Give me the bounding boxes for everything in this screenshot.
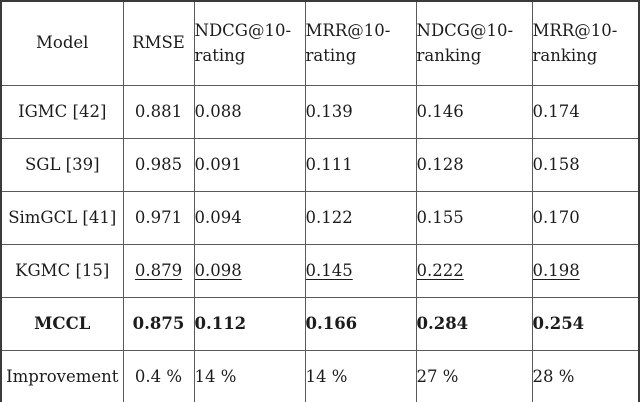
table-row-mccl: MCCL 0.875 0.112 0.166 0.284 0.254 — [0, 296, 640, 351]
ndcg-ranking-cell: 27 % — [415, 349, 533, 402]
header-cell-ndcg-rating: NDCG@10- rating — [193, 0, 306, 86]
rmse-cell: 0.879 — [122, 243, 195, 298]
model-cell: SimGCL [41] — [0, 190, 124, 245]
mrr-rating-cell: 0.166 — [304, 296, 417, 351]
table-row-igmc: IGMC [42] 0.881 0.088 0.139 0.146 0.174 — [0, 84, 640, 139]
rmse-cell: 0.971 — [122, 190, 195, 245]
rmse-cell: 0.985 — [122, 137, 195, 192]
table-row-kgmc: KGMC [15] 0.879 0.098 0.145 0.222 0.198 — [0, 243, 640, 298]
ndcg-rating-cell: 14 % — [193, 349, 306, 402]
model-cell: KGMC [15] — [0, 243, 124, 298]
table-row-simgcl: SimGCL [41] 0.971 0.094 0.122 0.155 0.17… — [0, 190, 640, 245]
mrr-rating-cell: 0.145 — [304, 243, 417, 298]
ndcg-ranking-cell: 0.128 — [415, 137, 533, 192]
header-label: NDCG@10- rating — [194, 20, 292, 66]
table-row-improvement: Improvement 0.4 % 14 % 14 % 27 % 28 % — [0, 349, 640, 402]
ndcg-ranking-cell: 0.146 — [415, 84, 533, 139]
rmse-cell: 0.881 — [122, 84, 195, 139]
model-cell: Improvement — [0, 349, 124, 402]
header-label: Model — [36, 33, 89, 53]
ndcg-ranking-cell: 0.222 — [415, 243, 533, 298]
mrr-rating-cell: 0.122 — [304, 190, 417, 245]
mrr-rating-cell: 0.139 — [304, 84, 417, 139]
model-cell: IGMC [42] — [0, 84, 124, 139]
mrr-ranking-cell: 0.170 — [531, 190, 640, 245]
header-label: MRR@10- ranking — [532, 20, 618, 66]
model-cell: MCCL — [0, 296, 124, 351]
ndcg-rating-cell: 0.088 — [193, 84, 306, 139]
ndcg-rating-cell: 0.112 — [193, 296, 306, 351]
header-label: RMSE — [132, 33, 185, 53]
rmse-cell: 0.875 — [122, 296, 195, 351]
ndcg-ranking-cell: 0.155 — [415, 190, 533, 245]
header-label: NDCG@10- ranking — [416, 20, 514, 66]
mrr-rating-cell: 0.111 — [304, 137, 417, 192]
ndcg-rating-cell: 0.091 — [193, 137, 306, 192]
ndcg-ranking-cell: 0.284 — [415, 296, 533, 351]
table-header-row: Model RMSE NDCG@10- rating MRR@10- ratin… — [0, 0, 640, 86]
table-row-sgl: SGL [39] 0.985 0.091 0.111 0.128 0.158 — [0, 137, 640, 192]
mrr-ranking-cell: 0.198 — [531, 243, 640, 298]
header-cell-mrr-rating: MRR@10- rating — [304, 0, 417, 86]
header-cell-model: Model — [0, 0, 124, 86]
model-cell: SGL [39] — [0, 137, 124, 192]
ndcg-rating-cell: 0.094 — [193, 190, 306, 245]
header-cell-mrr-ranking: MRR@10- ranking — [531, 0, 640, 86]
mrr-ranking-cell: 28 % — [531, 349, 640, 402]
rmse-cell: 0.4 % — [122, 349, 195, 402]
ndcg-rating-cell: 0.098 — [193, 243, 306, 298]
header-label: MRR@10- rating — [305, 20, 391, 66]
mrr-ranking-cell: 0.158 — [531, 137, 640, 192]
header-cell-ndcg-ranking: NDCG@10- ranking — [415, 0, 533, 86]
mrr-ranking-cell: 0.174 — [531, 84, 640, 139]
mrr-rating-cell: 14 % — [304, 349, 417, 402]
header-cell-rmse: RMSE — [122, 0, 195, 86]
mrr-ranking-cell: 0.254 — [531, 296, 640, 351]
